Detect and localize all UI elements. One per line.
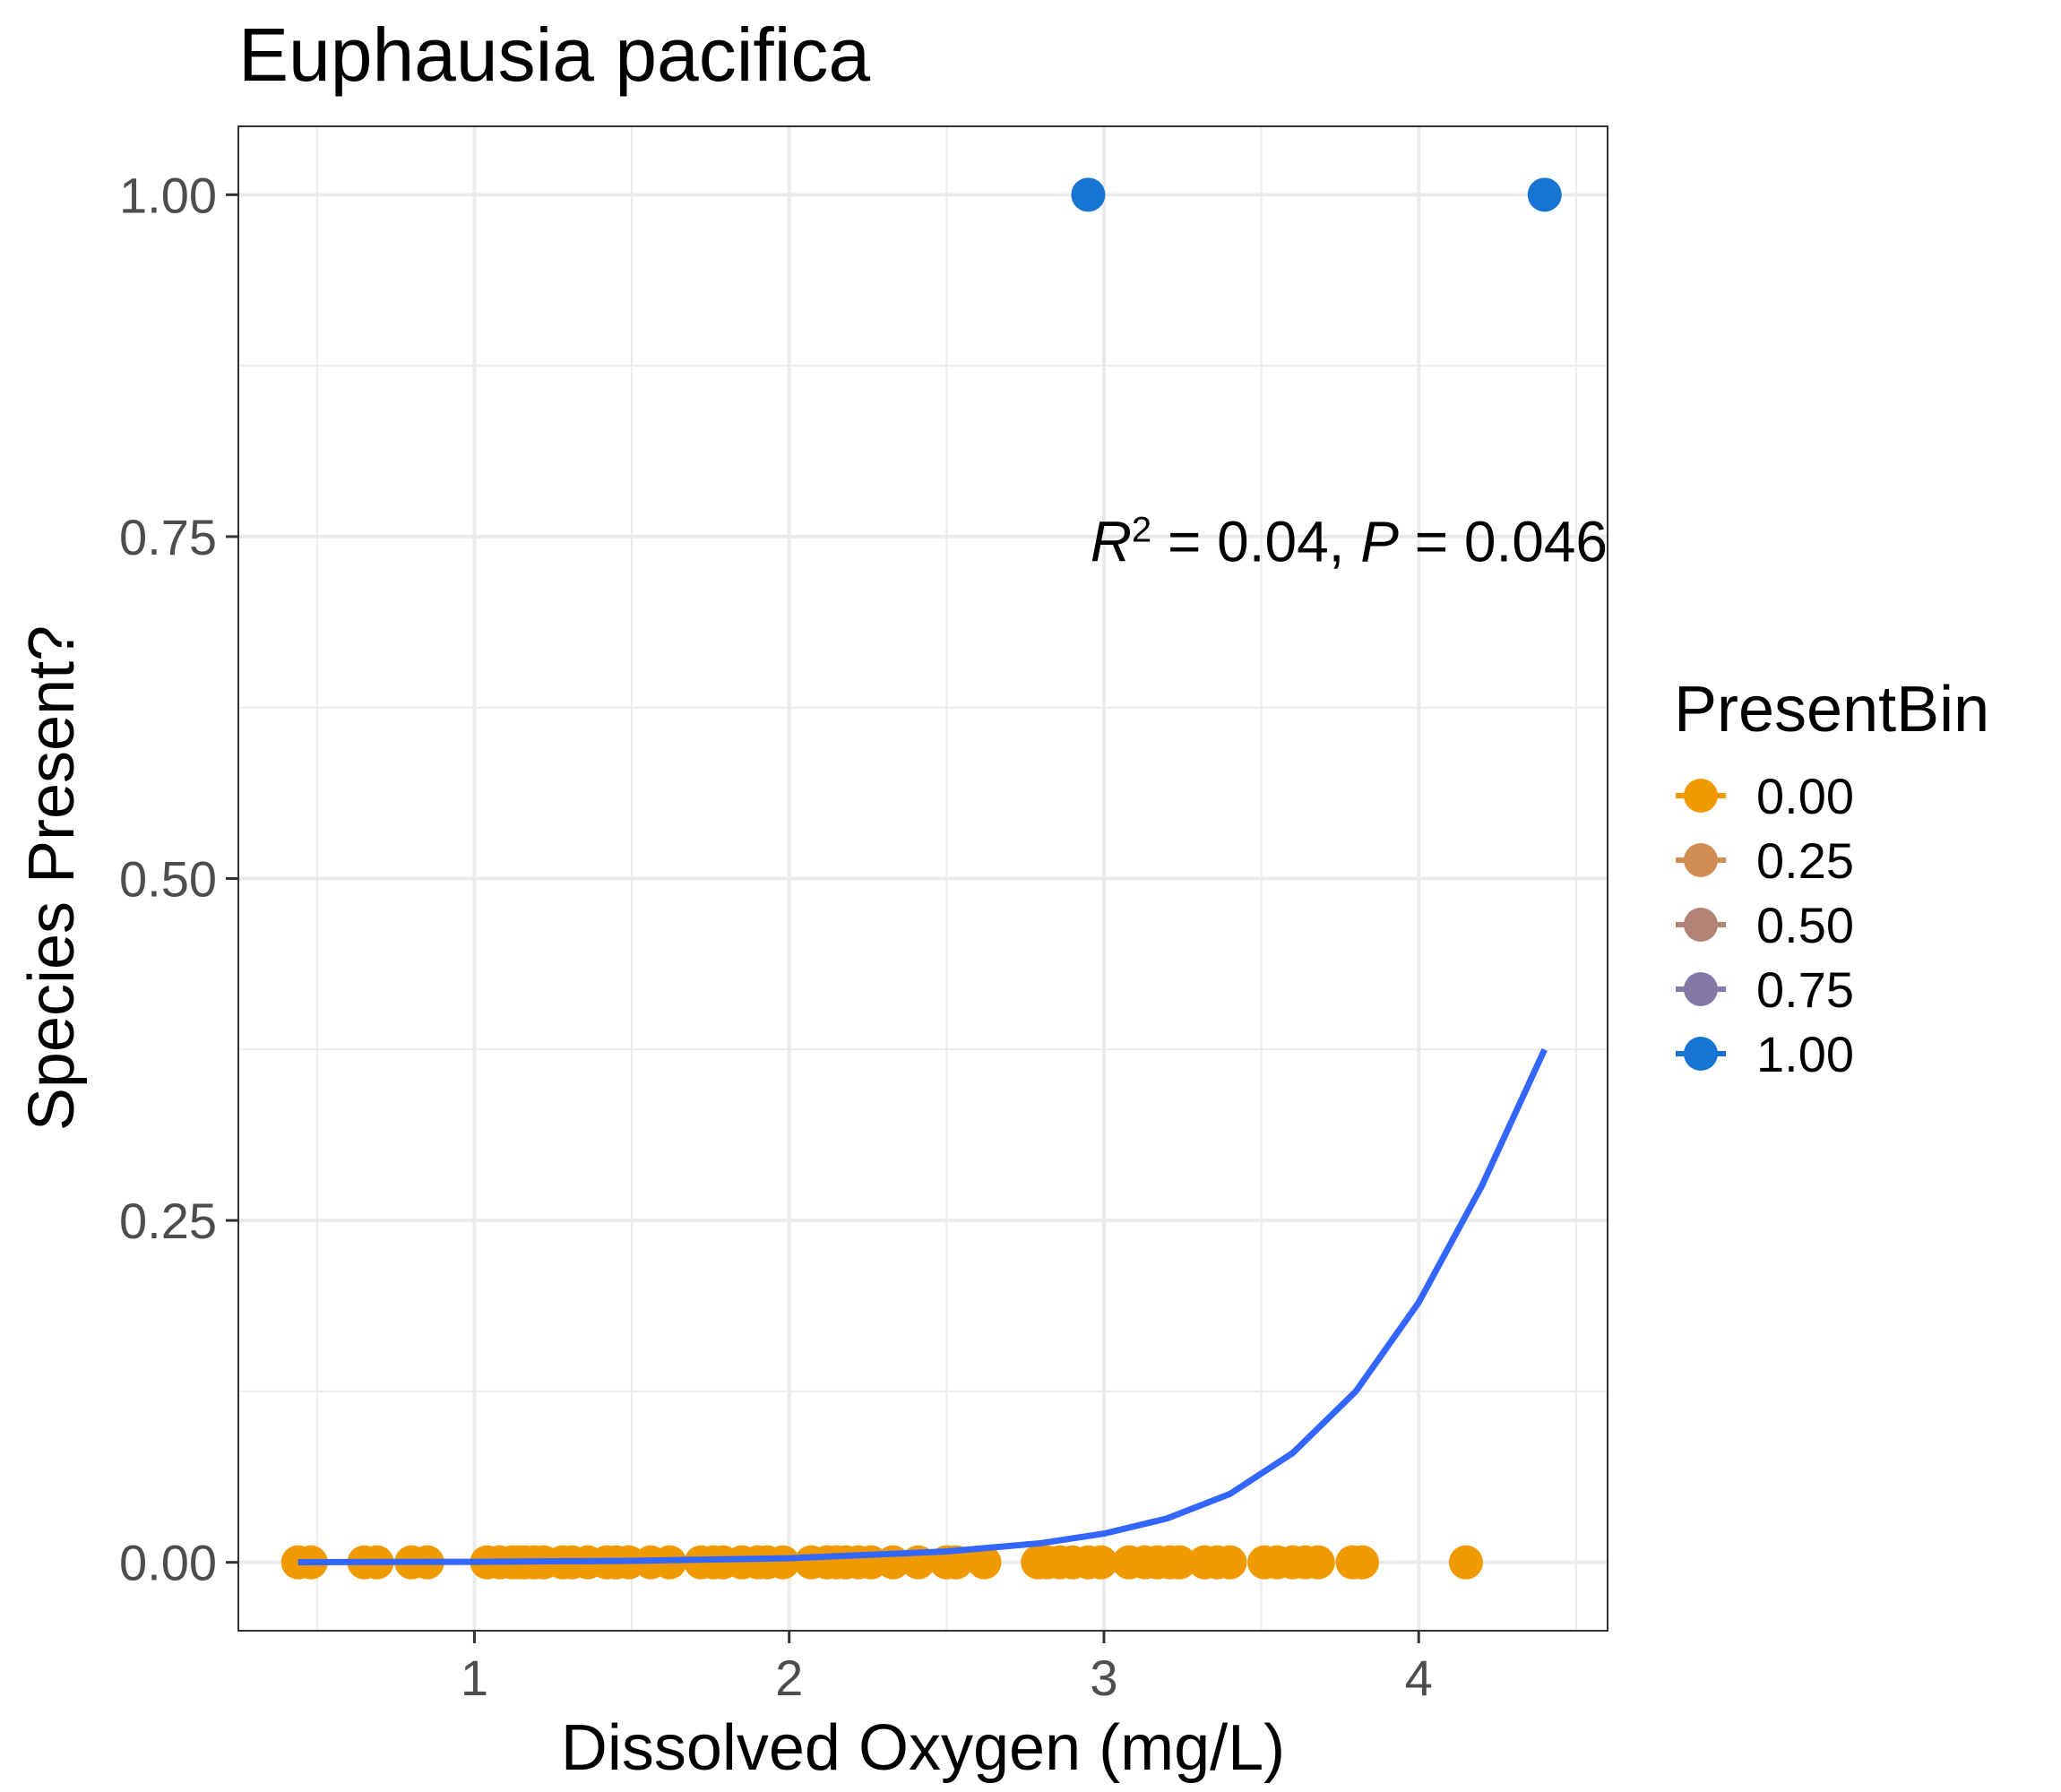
r2-equals: = — [1151, 510, 1217, 574]
p-value: 0.046 — [1464, 510, 1608, 574]
r2-value: 0.04 — [1217, 510, 1329, 574]
separator: , — [1329, 510, 1361, 574]
plot-panel: R2 = 0.04, P = 0.046 — [237, 125, 1608, 1632]
y-tick-label: 0.00 — [119, 1535, 217, 1591]
point-absent — [1300, 1545, 1335, 1580]
legend-entries: 0.00 0.25 0.50 0.75 1.00 — [1676, 768, 1854, 1082]
legend-entry: 0.00 — [1676, 768, 1854, 824]
legend-entry: 0.50 — [1676, 897, 1854, 953]
r-symbol: R — [1091, 510, 1132, 574]
stat-annotation: R2 = 0.04, P = 0.046 — [1091, 510, 1608, 574]
point-absent — [1083, 1545, 1118, 1580]
x-tick-label: 2 — [775, 1650, 803, 1706]
r-superscript: 2 — [1132, 511, 1151, 550]
point-absent — [765, 1545, 800, 1580]
p-equals: = — [1399, 510, 1464, 574]
legend-title: PresentBin — [1674, 674, 1989, 745]
point-absent — [1448, 1545, 1483, 1580]
legend: PresentBin 0.00 0.25 0.50 0.75 1.00 — [1674, 674, 1989, 1082]
point-absent — [1162, 1545, 1197, 1580]
legend-key-point — [1684, 908, 1718, 942]
legend-entry: 0.75 — [1676, 961, 1854, 1018]
p-symbol: P — [1360, 510, 1399, 574]
point-absent — [967, 1545, 1002, 1580]
legend-label: 0.00 — [1756, 768, 1854, 824]
x-tick-label: 4 — [1405, 1650, 1433, 1706]
point-absent — [1345, 1545, 1380, 1580]
legend-key-point — [1684, 779, 1718, 813]
y-tick-label: 0.50 — [119, 851, 217, 908]
legend-entry: 0.25 — [1676, 832, 1854, 889]
legend-key-point — [1684, 1037, 1718, 1071]
legend-entry: 1.00 — [1676, 1026, 1854, 1082]
legend-label: 0.50 — [1756, 897, 1854, 953]
y-axis-title: Species Present? — [16, 625, 88, 1131]
legend-key-point — [1684, 972, 1718, 1006]
legend-label: 0.25 — [1756, 832, 1854, 889]
point-present — [1071, 177, 1106, 212]
logistic-fit-line — [298, 1047, 1548, 1565]
x-axis-title: Dissolved Oxygen (mg/L) — [561, 1712, 1285, 1784]
points-present — [1071, 177, 1562, 212]
legend-label: 1.00 — [1756, 1026, 1854, 1082]
x-tick-label: 1 — [461, 1650, 488, 1706]
y-tick-label: 1.00 — [119, 167, 217, 223]
point-absent — [1212, 1545, 1247, 1580]
x-axis: 1 2 3 4 — [461, 1631, 1433, 1706]
legend-label: 0.75 — [1756, 961, 1854, 1018]
y-tick-label: 0.75 — [119, 509, 217, 565]
point-present — [1527, 177, 1562, 212]
y-axis: 0.00 0.25 0.50 0.75 1.00 — [119, 167, 238, 1591]
legend-key-point — [1684, 843, 1718, 877]
x-tick-label: 3 — [1090, 1650, 1117, 1706]
chart-title: Euphausia pacifica — [238, 13, 870, 97]
y-tick-label: 0.25 — [119, 1193, 217, 1249]
